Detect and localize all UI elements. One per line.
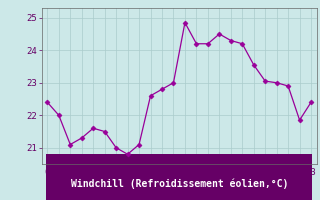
X-axis label: Windchill (Refroidissement éolien,°C): Windchill (Refroidissement éolien,°C) — [70, 179, 288, 189]
